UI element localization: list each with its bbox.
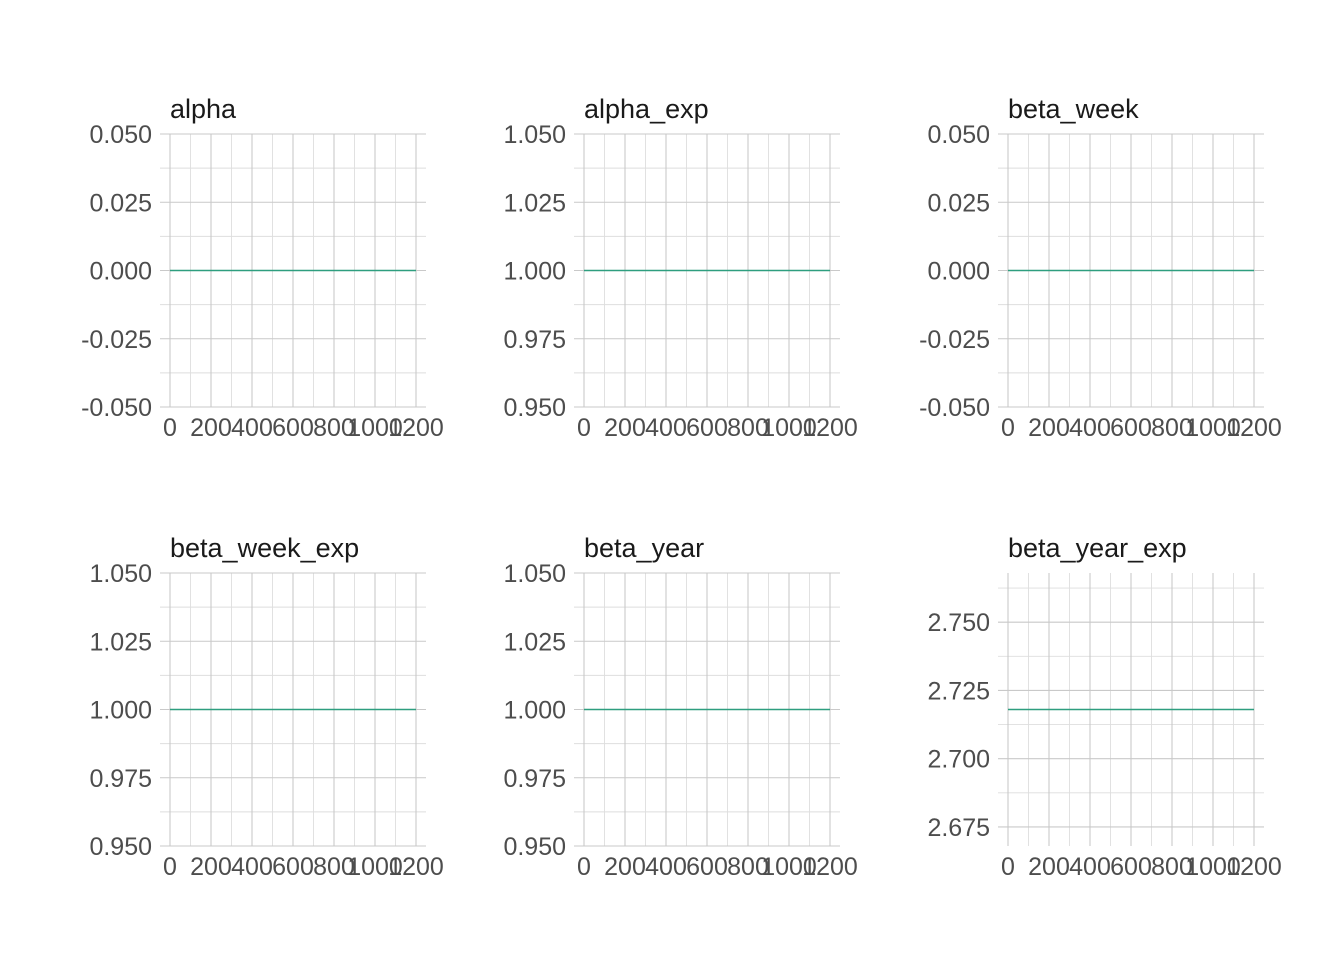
facet-panel: 0.950 0.975 1.000 1.025 1.050 0 200 400 600 80010…	[503, 533, 857, 881]
x-tick-label: 200	[1028, 414, 1070, 442]
y-tick-label: 1.025	[503, 189, 566, 217]
y-tick-label: 1.050	[503, 560, 566, 588]
x-tick-label: 800	[727, 414, 769, 442]
x-tick-label: 800	[1151, 853, 1193, 881]
y-tick-label: 2.750	[927, 609, 990, 637]
x-tick-label: 600	[686, 414, 728, 442]
y-tick-label: 0.050	[927, 121, 990, 149]
x-tick-label: 0	[1001, 853, 1015, 881]
x-tick-label: 1000	[1185, 853, 1241, 881]
x-tick-label: 0	[577, 414, 591, 442]
x-tick-label: 0	[163, 853, 177, 881]
y-tick-label: -0.050	[919, 394, 990, 422]
panel-title: beta_year_exp	[1008, 533, 1187, 563]
x-tick-label: 400	[1069, 414, 1111, 442]
x-tick-label: 800	[313, 853, 355, 881]
y-tick-label: 1.025	[503, 628, 566, 656]
x-tick-label: 0	[163, 414, 177, 442]
x-tick-label: 200	[190, 414, 232, 442]
x-tick-label: 1000	[761, 853, 817, 881]
y-tick-label: 0.025	[89, 189, 152, 217]
y-tick-label: 0.975	[503, 765, 566, 793]
x-tick-label: 1200	[388, 414, 444, 442]
x-tick-label: 200	[1028, 853, 1070, 881]
x-tick-label: 800	[727, 853, 769, 881]
y-tick-label: 2.725	[927, 677, 990, 705]
x-tick-label: 1000	[347, 853, 403, 881]
x-tick-label: 1200	[1226, 414, 1282, 442]
y-tick-label: 1.000	[503, 697, 566, 725]
facet-panel: 2.675 2.700 2.725 2.750 0 200 400 600 8001000120…	[927, 533, 1281, 881]
y-tick-label: 0.950	[503, 394, 566, 422]
x-tick-label: 600	[272, 853, 314, 881]
y-tick-label: 0.975	[503, 326, 566, 354]
y-tick-label: 2.675	[927, 814, 990, 842]
x-tick-label: 200	[190, 853, 232, 881]
x-tick-label: 1200	[802, 853, 858, 881]
y-tick-label: 0.950	[89, 833, 152, 861]
x-tick-label: 0	[1001, 414, 1015, 442]
y-tick-label: 1.025	[89, 628, 152, 656]
x-tick-label: 600	[1110, 853, 1152, 881]
x-tick-label: 400	[1069, 853, 1111, 881]
y-tick-label: 0.000	[89, 258, 152, 286]
y-tick-label: 1.050	[89, 560, 152, 588]
x-tick-label: 0	[577, 853, 591, 881]
panel-title: beta_week_exp	[170, 533, 359, 563]
x-tick-label: 200	[604, 414, 646, 442]
x-tick-label: 1200	[388, 853, 444, 881]
x-tick-label: 1000	[1185, 414, 1241, 442]
y-tick-label: 0.975	[89, 765, 152, 793]
x-tick-label: 1200	[1226, 853, 1282, 881]
panel-title: beta_year	[584, 533, 704, 563]
facet-panel: -0.050 -0.025 0.000 0.025 0.050 0 200 400 600 800…	[81, 94, 444, 442]
x-tick-label: 400	[645, 853, 687, 881]
facet-panel: -0.050 -0.025 0.000 0.025 0.050 0 200 400 600 800…	[919, 94, 1282, 442]
y-tick-label: -0.050	[81, 394, 152, 422]
panel-title: alpha	[170, 94, 237, 124]
y-tick-label: 0.025	[927, 189, 990, 217]
x-tick-label: 1000	[347, 414, 403, 442]
facet-panel: 0.950 0.975 1.000 1.025 1.050 0 200 400 600 80010…	[89, 533, 443, 881]
y-tick-label: 0.950	[503, 833, 566, 861]
y-tick-label: 2.700	[927, 746, 990, 774]
facet-panel: 0.950 0.975 1.000 1.025 1.050 0 200 400 600 80010…	[503, 94, 857, 442]
y-tick-label: 1.000	[503, 258, 566, 286]
x-tick-label: 400	[231, 853, 273, 881]
x-tick-label: 1000	[761, 414, 817, 442]
x-tick-label: 400	[231, 414, 273, 442]
x-tick-label: 600	[1110, 414, 1152, 442]
y-tick-label: 1.050	[503, 121, 566, 149]
y-tick-label: 0.000	[927, 258, 990, 286]
y-tick-label: 0.050	[89, 121, 152, 149]
y-tick-label: -0.025	[919, 326, 990, 354]
x-tick-label: 600	[686, 853, 728, 881]
x-tick-label: 800	[1151, 414, 1193, 442]
panel-title: beta_week	[1008, 94, 1139, 124]
y-tick-label: 1.000	[89, 697, 152, 725]
x-tick-label: 800	[313, 414, 355, 442]
x-tick-label: 600	[272, 414, 314, 442]
x-tick-label: 1200	[802, 414, 858, 442]
panel-title: alpha_exp	[584, 94, 709, 124]
x-tick-label: 200	[604, 853, 646, 881]
y-tick-label: -0.025	[81, 326, 152, 354]
x-tick-label: 400	[645, 414, 687, 442]
